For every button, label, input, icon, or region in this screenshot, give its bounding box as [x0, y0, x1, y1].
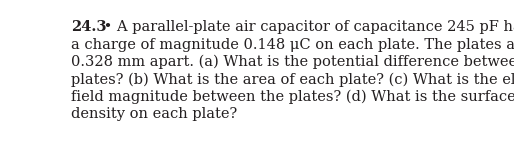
Text: 0.328 mm apart. (a) What is the potential difference between the: 0.328 mm apart. (a) What is the potentia… [71, 55, 514, 69]
Text: a charge of magnitude 0.148 μC on each plate. The plates are: a charge of magnitude 0.148 μC on each p… [71, 38, 514, 52]
Text: density on each plate?: density on each plate? [71, 107, 237, 121]
Text: 24.3: 24.3 [71, 20, 106, 34]
Text: • A parallel-plate air capacitor of capacitance 245 pF has: • A parallel-plate air capacitor of capa… [99, 20, 514, 34]
Text: plates? (b) What is the area of each plate? (c) What is the electric-: plates? (b) What is the area of each pla… [71, 72, 514, 86]
Text: field magnitude between the plates? (d) What is the surface charge: field magnitude between the plates? (d) … [71, 89, 514, 104]
